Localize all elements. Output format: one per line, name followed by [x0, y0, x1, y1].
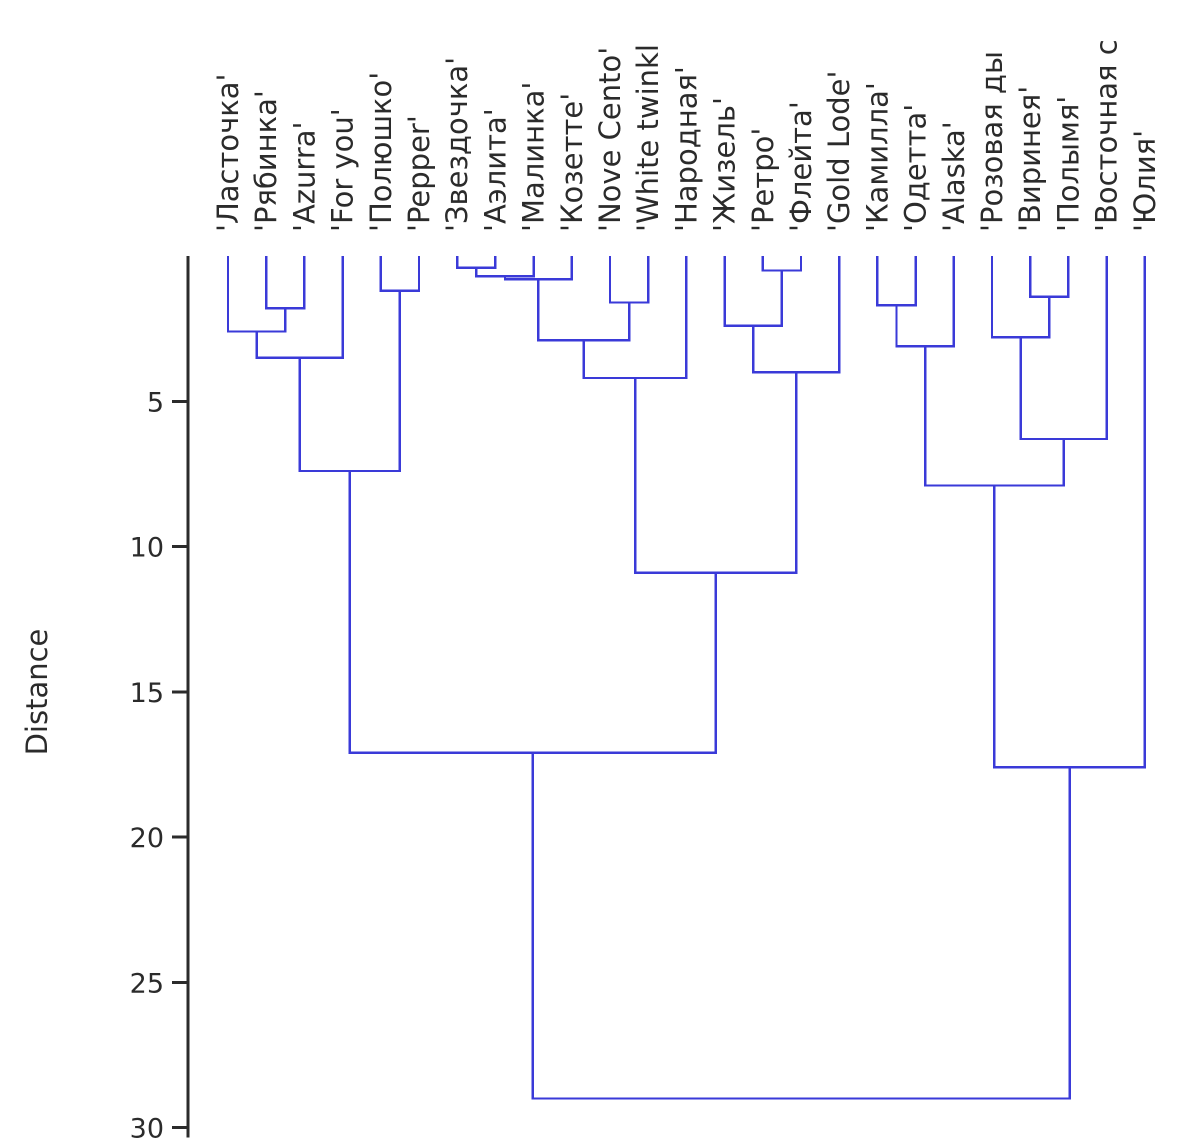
leaf-label: 'Рябинка': [249, 90, 283, 232]
leaf-label: 'Козетте': [555, 93, 589, 232]
leaf-label: 'Звездочка': [440, 57, 474, 232]
y-tick-label: 20: [130, 823, 164, 854]
leaf-label: 'Виринея': [1013, 86, 1047, 232]
leaf-label: 'Юлия': [1128, 130, 1162, 232]
leaf-label: 'Ласточка': [211, 73, 245, 232]
merge-link-m23: [993, 256, 1146, 769]
leaf-label: 'Alaska': [937, 121, 971, 232]
merge-link-m9: [608, 256, 650, 304]
merge-link-m7: [475, 256, 535, 278]
leaf-label: 'Флейта': [784, 101, 818, 232]
merge-link-m15: [633, 372, 798, 574]
leaf-label: 'Народная': [669, 66, 703, 232]
merge-link-m11: [582, 256, 688, 380]
merge-link-m6: [456, 256, 497, 269]
merge-link-m22: [923, 346, 1065, 487]
leaf-label: 'Камилла': [860, 82, 894, 232]
merge-link-m3: [255, 256, 344, 359]
merge-link-m1: [265, 256, 306, 310]
merge-link-m17: [876, 256, 917, 307]
y-tick-label: 5: [147, 387, 164, 418]
merge-link-m14: [752, 256, 841, 374]
leaf-label: 'Azurra': [287, 122, 321, 233]
merge-link-m10: [537, 279, 631, 342]
leaf-label: 'Ретро': [746, 128, 780, 232]
leaf-label: 'Gold Lode': [822, 71, 856, 232]
leaf-labels: 'Ласточка' 'Рябинка' 'Azurra' 'For you' 'Пол…: [211, 39, 1162, 232]
leaf-label: 'Восточная с: [1090, 39, 1124, 232]
merge-link-m24: [531, 752, 1071, 1100]
merge-link-m5: [298, 290, 402, 473]
y-tick-label: 10: [130, 533, 164, 564]
dendrogram-links: [226, 256, 1146, 1100]
y-tick-label: 30: [130, 1114, 164, 1143]
leaf-label: 'Жизель': [708, 97, 742, 232]
merge-link-m18: [895, 256, 955, 348]
leaf-label: 'Аэлита': [478, 108, 512, 232]
y-tick-label: 15: [130, 678, 164, 709]
merge-link-m12: [761, 256, 803, 272]
leaf-label: 'Розовая ды: [975, 51, 1009, 232]
leaf-label: 'Pepper': [402, 115, 436, 232]
merge-link-m2: [226, 256, 287, 333]
merge-link-m21: [1019, 256, 1108, 441]
leaf-label: 'Малинка': [517, 82, 551, 232]
y-tick-label: 25: [130, 968, 164, 999]
merge-link-m4: [379, 256, 421, 293]
leaf-label: 'Полымя': [1051, 96, 1085, 232]
leaf-label: 'Полюшко': [364, 72, 398, 232]
y-axis-title: Distance: [20, 629, 54, 756]
merge-link-m19: [1029, 256, 1070, 298]
leaf-label: 'Nove Cento': [593, 47, 627, 232]
leaf-label: 'For you': [326, 108, 360, 232]
leaf-label: 'Одетта': [899, 104, 933, 232]
merge-link-m16: [348, 470, 717, 754]
leaf-label: 'White twinkl: [631, 44, 665, 232]
y-axis: 5 10 15 20 25 30: [130, 256, 190, 1143]
merge-link-m13: [723, 256, 784, 327]
